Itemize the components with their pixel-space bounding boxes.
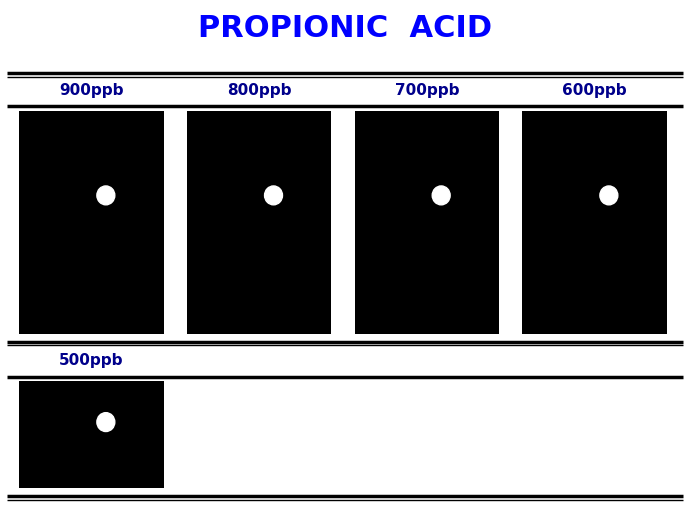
Text: 800ppb: 800ppb [227, 83, 291, 99]
Ellipse shape [432, 186, 450, 205]
Bar [522, 111, 667, 334]
Text: 900ppb: 900ppb [59, 83, 124, 99]
Ellipse shape [97, 413, 115, 432]
Bar [19, 111, 164, 334]
Bar [187, 111, 331, 334]
Ellipse shape [264, 186, 282, 205]
Text: PROPIONIC  ACID: PROPIONIC ACID [198, 14, 492, 43]
Text: 700ppb: 700ppb [395, 83, 459, 99]
Ellipse shape [97, 186, 115, 205]
Bar [355, 111, 499, 334]
Ellipse shape [600, 186, 618, 205]
Text: 500ppb: 500ppb [59, 353, 124, 368]
Text: 600ppb: 600ppb [562, 83, 627, 99]
Bar [19, 381, 164, 488]
